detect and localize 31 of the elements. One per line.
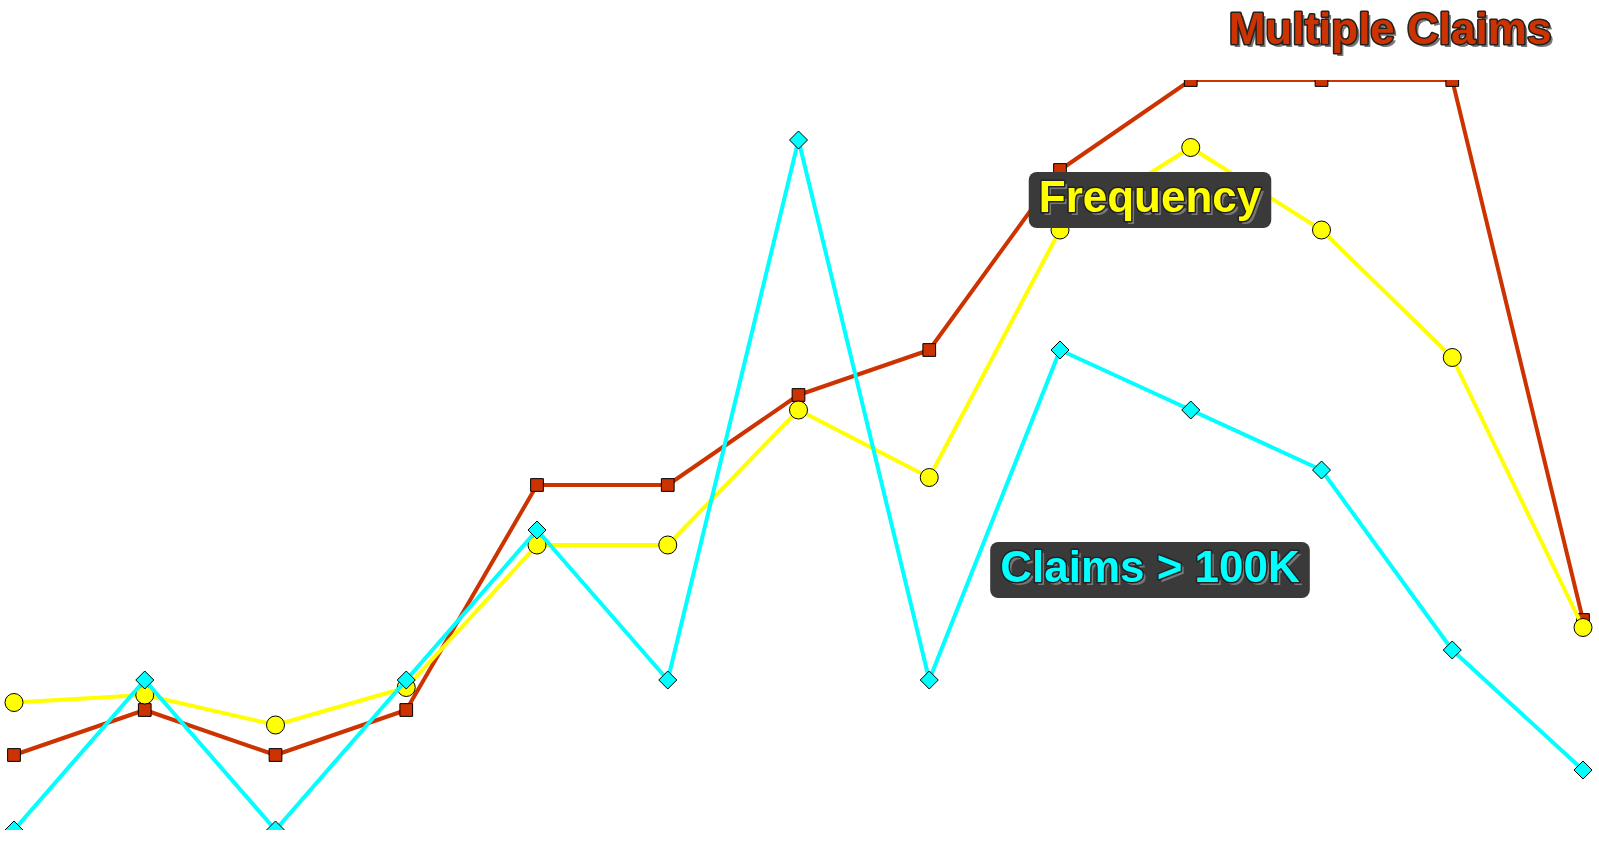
- series-label: Frequency: [1038, 172, 1262, 222]
- point: [789, 400, 808, 420]
- point: [658, 535, 678, 555]
- point: [1573, 760, 1593, 780]
- point: [4, 693, 24, 712]
- point: [135, 670, 155, 690]
- point: [1050, 340, 1070, 360]
- point: [922, 343, 937, 357]
- point: [1181, 138, 1201, 157]
- point: [530, 478, 544, 492]
- point: [266, 715, 285, 735]
- series-label: Multiple Claims: [1231, 7, 1555, 57]
- point: [1573, 618, 1593, 637]
- point: [1442, 640, 1462, 660]
- point: [399, 703, 414, 717]
- point: [660, 478, 675, 492]
- point: [396, 670, 416, 690]
- point: [1312, 220, 1331, 240]
- point: [789, 130, 808, 150]
- point: [527, 520, 547, 540]
- point: [658, 670, 678, 690]
- point: [919, 670, 939, 690]
- point: [7, 748, 21, 762]
- point: [1181, 400, 1201, 420]
- point: [1442, 348, 1462, 367]
- point: [919, 468, 939, 487]
- point: [791, 388, 806, 402]
- series-label: Claims > 100K: [1000, 542, 1301, 592]
- point: [137, 703, 152, 717]
- point: [268, 748, 283, 762]
- point: [1312, 460, 1331, 480]
